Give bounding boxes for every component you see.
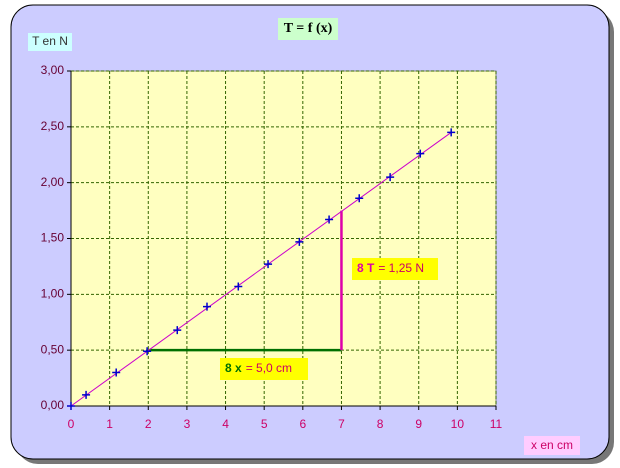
x-tick-label: 10 [451, 417, 465, 431]
y-tick-label: 2,50 [41, 119, 65, 133]
annotation-symbol: 8 T [357, 261, 375, 275]
point [203, 302, 211, 311]
point [264, 260, 273, 269]
point [173, 326, 182, 335]
point [325, 215, 334, 224]
x-tick-label: 11 [490, 417, 503, 431]
annotation-box [220, 358, 308, 380]
point [295, 237, 304, 246]
y-tick-label: 0,00 [41, 398, 65, 412]
y-tick-label: 2,00 [41, 175, 65, 189]
x-tick-label: 9 [415, 417, 422, 431]
y-label-box [28, 33, 72, 51]
chart-title: T = f (x) [284, 21, 333, 36]
annotation-text: = 1,25 N [378, 261, 424, 275]
x-tick-label: 0 [68, 417, 75, 431]
y-tick-label: 1,00 [41, 287, 65, 301]
point [67, 402, 75, 410]
annotation: 8 x = 5,0 cm [225, 361, 292, 375]
x-label-box [524, 436, 580, 455]
x-tick-label: 2 [145, 417, 152, 431]
point [82, 390, 91, 399]
point [355, 194, 364, 203]
y-tick-label: 0,50 [41, 342, 65, 356]
y-axis-label: T en N [32, 34, 68, 48]
point [386, 173, 395, 182]
point [234, 282, 243, 291]
x-tick-label: 7 [338, 417, 345, 431]
point [143, 347, 152, 356]
x-tick-label: 1 [106, 417, 113, 431]
title-box [278, 18, 338, 40]
x-tick-label: 3 [184, 417, 191, 431]
y-tick-label: 3,00 [41, 63, 65, 77]
x-tick-label: 6 [299, 417, 306, 431]
point [447, 128, 456, 137]
x-tick-label: 4 [222, 417, 229, 431]
annotation-box [352, 258, 438, 280]
point [112, 368, 121, 377]
point [416, 149, 425, 158]
annotation: 8 T = 1,25 N [357, 261, 424, 275]
x-tick-label: 8 [377, 417, 384, 431]
y-tick-label: 1,50 [41, 231, 65, 245]
annotation-symbol: 8 x [225, 361, 242, 375]
fit-line [70, 132, 452, 407]
x-axis-label: x en cm [531, 438, 573, 452]
annotation-text: = 5,0 cm [246, 361, 292, 375]
x-tick-label: 5 [261, 417, 268, 431]
